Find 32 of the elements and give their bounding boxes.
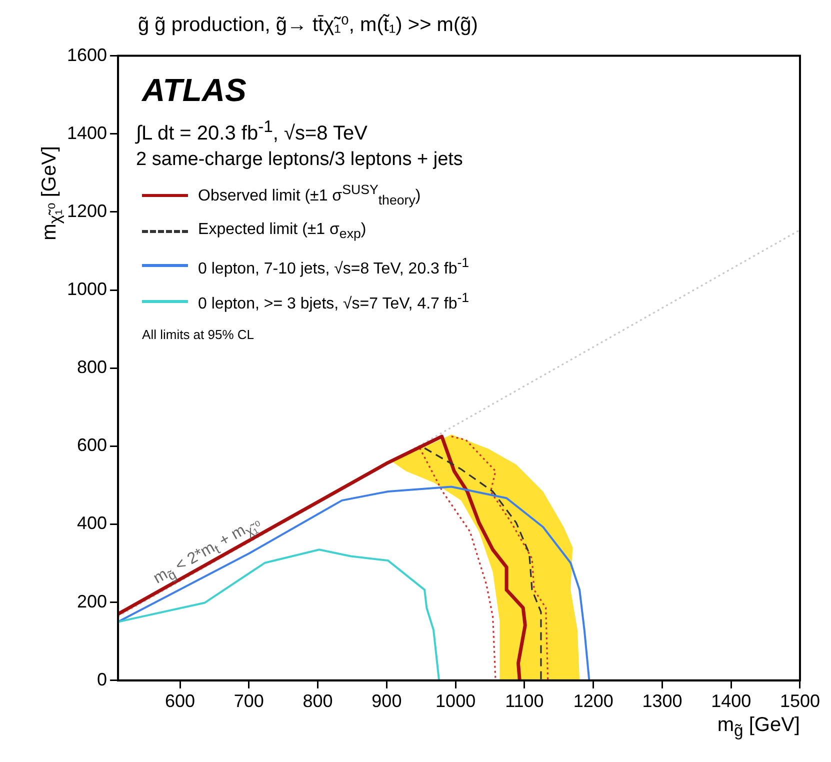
- x-tick-label: 1400: [711, 691, 752, 712]
- x-tick-label: 800: [302, 691, 333, 712]
- y-tick-label: 400: [76, 513, 108, 534]
- legend-label: 0 lepton, 7-10 jets, √s=8 TeV, 20.3 fb$^{-1}$: [198, 254, 470, 280]
- annotation: ∫L dt = 20.3 fb$^{-1}$, √s=8 TeV: [136, 116, 368, 146]
- y-tick-label: 600: [76, 435, 108, 456]
- line-series: [450, 436, 549, 680]
- x-tick-label: 700: [234, 691, 264, 712]
- y-tick-label: 1400: [66, 122, 108, 143]
- x-tick-label: 1000: [436, 691, 476, 712]
- y-tick-label: 800: [76, 357, 108, 378]
- x-tick-label: 1200: [573, 691, 614, 712]
- x-tick-label: 1300: [642, 691, 682, 712]
- legend-label: Expected limit (±1 σ$_{exp}$): [198, 220, 366, 244]
- x-tick-label: 1500: [780, 691, 820, 712]
- chart-title: g̃ g̃ production, g̃→ tt̄χ̃₁⁰, m(t̃₁) >> m(g̃): [137, 13, 479, 38]
- y-tick-label: 1000: [66, 278, 108, 299]
- annotation: ATLAS: [142, 72, 248, 109]
- y-tick-label: 1200: [66, 200, 108, 221]
- x-tick-label: 900: [372, 691, 402, 712]
- line-series: [418, 447, 496, 680]
- legend-label: 0 lepton, >= 3 bjets, √s=7 TeV, 4.7 fb$^{-1}$: [198, 289, 470, 315]
- x-tick-label: 1100: [505, 691, 544, 712]
- annotation: 2 same-charge leptons/3 leptons + jets: [136, 149, 464, 172]
- y-tick-label: 0: [97, 669, 108, 690]
- y-tick-label: 1600: [66, 44, 108, 65]
- legend-label: Observed limit (±1 σ$^{SUSY}$$_{theory}$): [198, 181, 421, 210]
- y-tick-label: 200: [76, 591, 108, 612]
- annotation: All limits at 95% CL: [142, 326, 256, 342]
- x-tick-label: 600: [165, 691, 196, 712]
- line-series: [424, 447, 542, 680]
- x-axis-title: m$_{g̃}$ [GeV]: [717, 714, 800, 742]
